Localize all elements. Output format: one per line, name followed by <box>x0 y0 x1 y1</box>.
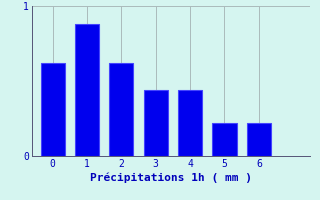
Bar <box>178 90 202 156</box>
Bar <box>75 24 99 156</box>
Bar <box>212 123 236 156</box>
X-axis label: Précipitations 1h ( mm ): Précipitations 1h ( mm ) <box>90 173 252 183</box>
Bar <box>109 63 133 156</box>
Bar <box>41 63 65 156</box>
Bar <box>144 90 168 156</box>
Bar <box>247 123 271 156</box>
